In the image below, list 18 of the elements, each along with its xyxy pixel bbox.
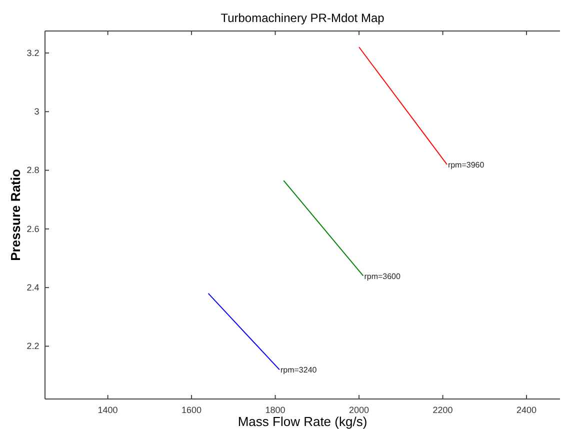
y-tick-label: 3 — [34, 106, 40, 117]
x-axis-title: Mass Flow Rate (kg/s) — [238, 414, 368, 429]
x-tick-label: 1600 — [182, 404, 202, 415]
y-tick-label: 2.6 — [26, 224, 40, 234]
y-tick-label: 2.8 — [26, 165, 40, 176]
x-tick-label: 1800 — [265, 404, 286, 415]
annotation: rpm=3240 — [280, 366, 318, 375]
y-tick-label: 3.2 — [26, 48, 40, 58]
y-tick-label: 2.4 — [26, 282, 40, 292]
chart-title: Turbomachinery PR-Mdot Map — [220, 11, 385, 25]
annotation: rpm=3960 — [448, 160, 485, 170]
annotation: rpm=3600 — [364, 272, 402, 281]
x-tick-label: 2200 — [432, 404, 453, 415]
x-tick-label: 2000 — [349, 404, 370, 415]
y-tick-label: 2.2 — [26, 341, 40, 352]
x-tick-label: 2400 — [516, 404, 537, 415]
y-axis-title: Pressure Ratio — [8, 169, 23, 261]
x-tick-label: 1400 — [98, 404, 118, 415]
